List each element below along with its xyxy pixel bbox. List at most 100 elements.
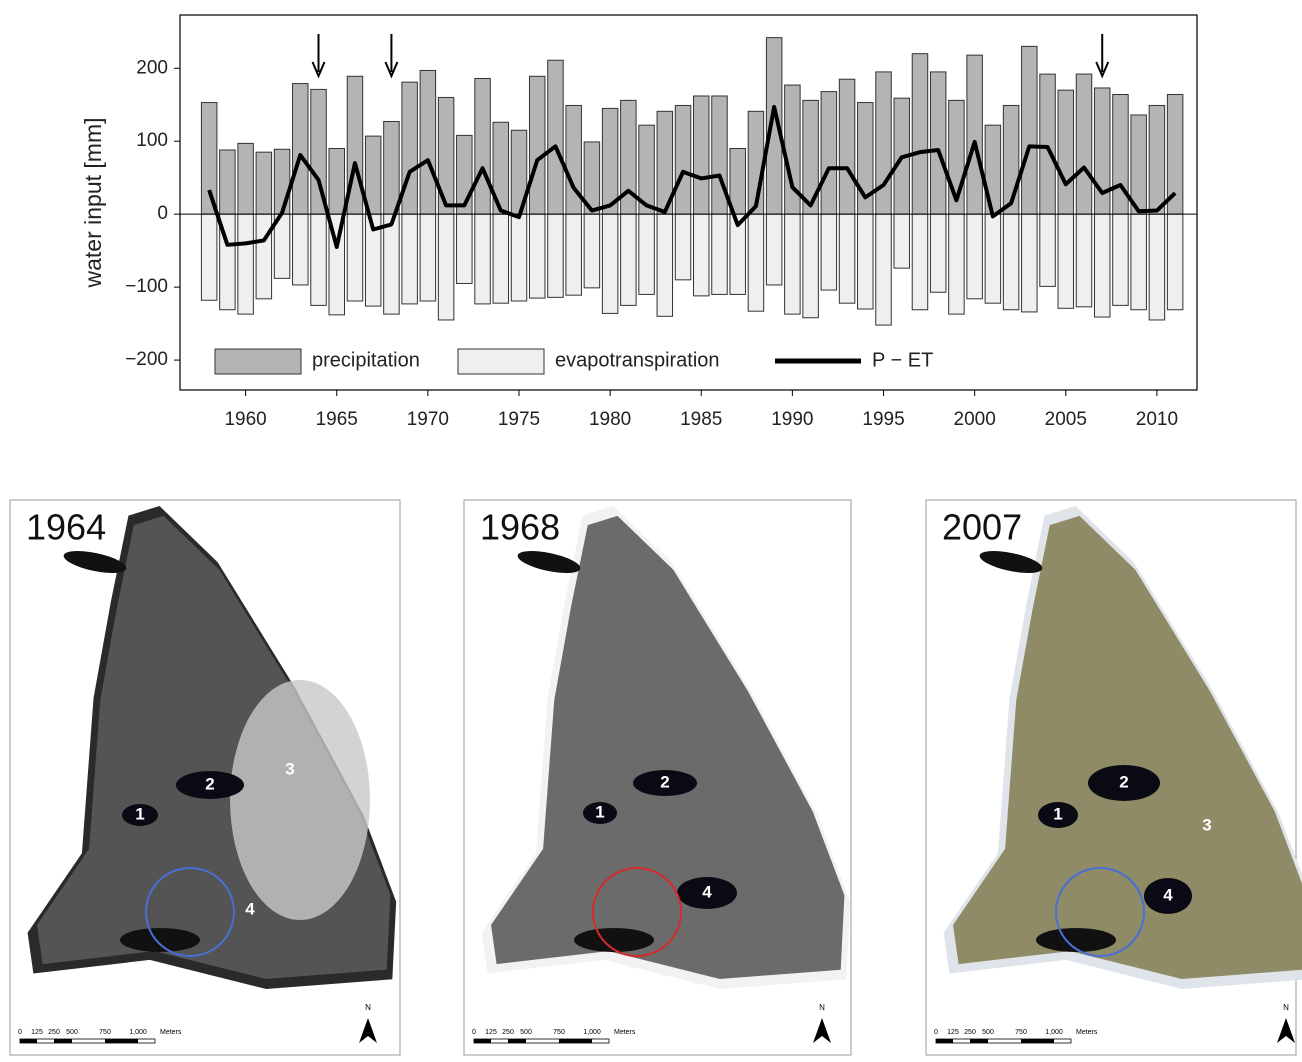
- bar: [328, 148, 345, 215]
- scale-bar-frame: [935, 1038, 1072, 1044]
- scale-bar: [105, 1039, 138, 1043]
- bar: [784, 213, 801, 315]
- bar: [547, 213, 564, 298]
- scale-label: 250: [502, 1029, 514, 1036]
- bar: [948, 213, 965, 315]
- lake: [633, 770, 697, 796]
- lake: [517, 550, 581, 574]
- scale-bar: [559, 1039, 592, 1043]
- lake: [1144, 878, 1192, 914]
- bar: [966, 54, 983, 215]
- bar: [875, 71, 892, 215]
- bar: [1093, 213, 1111, 318]
- bar: [383, 213, 400, 315]
- scale-label: 750: [1015, 1029, 1027, 1036]
- y-tick-label: 0: [157, 203, 168, 224]
- map-panel: 2 1 3 4 2007 0 125 250 500 750 1,000 Meters N: [925, 499, 1302, 1056]
- scale-label: 1,000: [1045, 1029, 1063, 1036]
- bar: [693, 213, 710, 297]
- lake-label: 4: [1163, 885, 1173, 904]
- bar: [255, 213, 273, 300]
- bar: [820, 91, 838, 215]
- highlight-circle: [592, 867, 682, 957]
- y-tick-label: −100: [125, 276, 168, 297]
- lake-label: 1: [595, 802, 604, 821]
- lake-label: 4: [245, 899, 255, 918]
- bright-zone: [230, 680, 370, 920]
- lake: [1038, 802, 1078, 828]
- bar: [966, 213, 983, 300]
- bar: [528, 213, 546, 299]
- bar: [911, 213, 929, 311]
- lake-label: 1: [135, 804, 144, 823]
- bar: [383, 121, 400, 215]
- arrow: [384, 34, 399, 79]
- lake: [979, 550, 1043, 574]
- bar: [437, 213, 455, 321]
- bar: [929, 213, 947, 293]
- lake-label: 3: [285, 759, 294, 778]
- north-arrow: [359, 1018, 377, 1043]
- bar: [237, 213, 254, 315]
- scale-bar-frame: [473, 1038, 610, 1044]
- x-tick-label: 1960: [224, 409, 266, 430]
- north-arrow: [813, 1018, 831, 1043]
- bar: [838, 213, 856, 304]
- bar: [1130, 114, 1147, 215]
- x-tick-label: 2000: [954, 409, 996, 430]
- map-panel: 2 1 4 1968 0 125 250 500 750 1,000 Meters N: [463, 499, 852, 1056]
- scale-label: 0: [18, 1029, 22, 1036]
- map-area: [491, 515, 845, 979]
- x-tick-label: 1980: [589, 409, 631, 430]
- bar: [510, 213, 528, 302]
- bar: [1075, 213, 1093, 308]
- scale-label: Meters: [614, 1029, 636, 1036]
- bar: [1002, 213, 1020, 311]
- scale-bar: [1021, 1039, 1054, 1043]
- bar: [875, 213, 892, 326]
- highlight-circle: [1055, 867, 1145, 957]
- scale-bar: [474, 1039, 491, 1043]
- highlight-circle: [145, 867, 235, 957]
- north-label: N: [819, 1003, 825, 1012]
- plot-frame: [179, 14, 1198, 391]
- bar: [674, 213, 692, 281]
- bar: [1148, 104, 1166, 215]
- north-label: N: [1283, 1003, 1289, 1012]
- bar: [200, 213, 218, 301]
- bar: [911, 53, 929, 215]
- bar: [1039, 73, 1056, 215]
- lake: [120, 928, 200, 952]
- bar: [620, 213, 637, 306]
- lake: [574, 928, 654, 952]
- x-tick-label: 1995: [862, 409, 904, 430]
- bar: [893, 213, 910, 269]
- legend-swatch: [214, 348, 302, 375]
- scale-label: Meters: [160, 1029, 182, 1036]
- bar: [255, 151, 273, 215]
- scale-bar: [508, 1039, 526, 1043]
- x-tick-label: 1990: [771, 409, 813, 430]
- bar: [711, 213, 728, 295]
- scale-label: 0: [934, 1029, 938, 1036]
- bar: [419, 213, 437, 302]
- lake: [1036, 928, 1116, 952]
- scale-bar: [20, 1039, 37, 1043]
- bar: [1057, 89, 1075, 215]
- lake: [1088, 765, 1160, 801]
- bar: [674, 104, 692, 215]
- legend-label: P − ET: [872, 349, 933, 371]
- scale-label: Meters: [1076, 1029, 1098, 1036]
- bar: [565, 213, 582, 296]
- bar: [273, 148, 291, 215]
- north-arrow: [1277, 1018, 1295, 1043]
- bar: [346, 213, 364, 302]
- bar: [1039, 213, 1056, 287]
- bar: [310, 213, 327, 306]
- bar: [838, 78, 856, 215]
- y-axis-label: water input [mm]: [80, 118, 106, 289]
- x-tick-label: 1970: [407, 409, 449, 430]
- bar: [219, 149, 236, 215]
- bar: [565, 104, 582, 215]
